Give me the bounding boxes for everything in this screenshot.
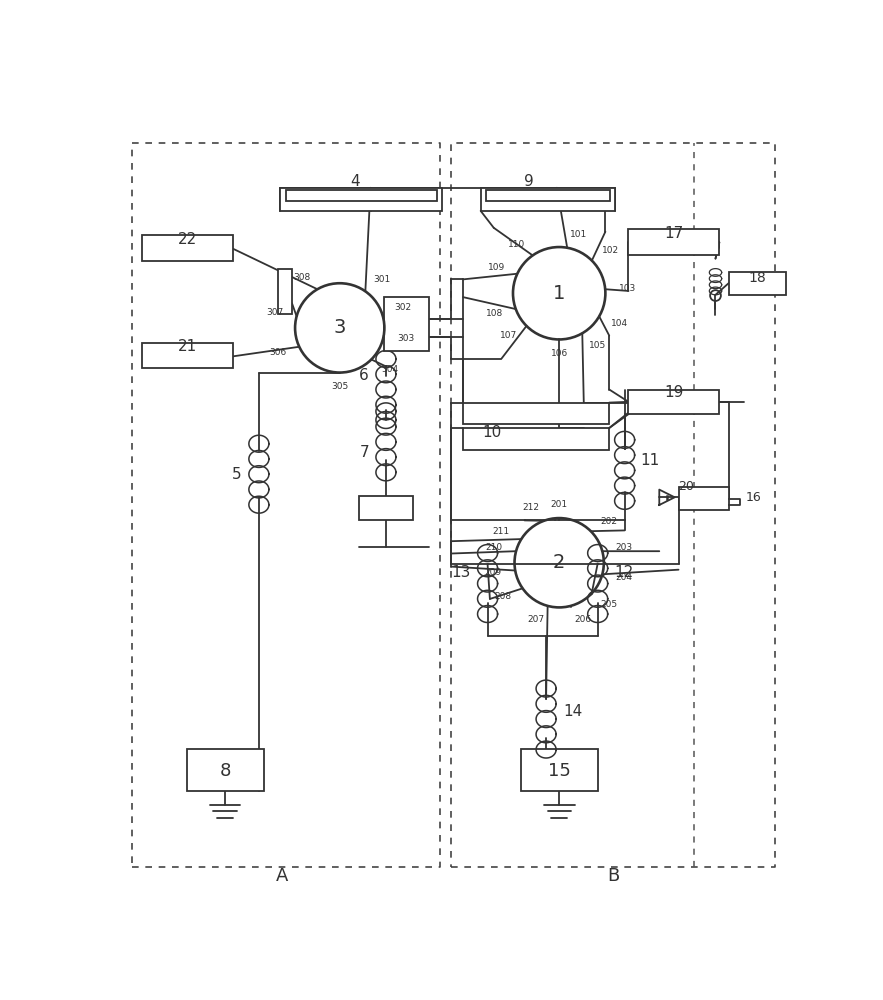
- Text: 205: 205: [600, 600, 618, 609]
- Text: 102: 102: [601, 246, 619, 255]
- Text: 304: 304: [381, 365, 398, 374]
- Text: 302: 302: [395, 303, 411, 312]
- Bar: [486, 190, 610, 201]
- Text: 4: 4: [351, 174, 360, 189]
- Bar: [359, 496, 413, 520]
- Bar: [521, 749, 598, 791]
- Text: 103: 103: [619, 284, 637, 293]
- Bar: [480, 188, 615, 211]
- Text: 208: 208: [494, 592, 511, 601]
- Text: 8: 8: [219, 762, 230, 780]
- Text: 207: 207: [527, 615, 544, 624]
- Text: 101: 101: [570, 230, 587, 239]
- Text: 19: 19: [664, 385, 683, 400]
- Text: 303: 303: [397, 334, 415, 343]
- Bar: [142, 235, 233, 261]
- Text: 18: 18: [748, 271, 766, 285]
- Text: 20: 20: [678, 480, 694, 493]
- Text: B: B: [607, 867, 619, 885]
- Text: 108: 108: [486, 309, 502, 318]
- Text: 305: 305: [331, 382, 349, 391]
- Text: 17: 17: [664, 226, 683, 241]
- Text: 202: 202: [600, 517, 617, 526]
- Text: 5: 5: [232, 467, 242, 482]
- Text: 110: 110: [508, 240, 525, 249]
- Bar: [463, 428, 609, 450]
- Text: 15: 15: [547, 762, 570, 780]
- Text: 9: 9: [524, 174, 533, 189]
- Text: 6: 6: [359, 368, 369, 383]
- Text: 211: 211: [493, 527, 509, 536]
- Text: 306: 306: [269, 348, 287, 357]
- Bar: [278, 269, 292, 314]
- Text: 12: 12: [615, 565, 634, 580]
- Text: 16: 16: [745, 491, 761, 504]
- Text: 109: 109: [487, 263, 505, 272]
- Text: 212: 212: [522, 503, 540, 512]
- Text: 1: 1: [553, 284, 565, 303]
- Text: 107: 107: [500, 331, 517, 340]
- Text: 209: 209: [485, 568, 502, 577]
- Text: 11: 11: [641, 453, 660, 468]
- Text: 201: 201: [551, 500, 568, 509]
- Bar: [281, 188, 442, 211]
- Text: A: A: [275, 867, 288, 885]
- Bar: [728, 272, 787, 295]
- Bar: [629, 229, 720, 255]
- Text: 308: 308: [293, 273, 311, 282]
- Text: 13: 13: [451, 565, 471, 580]
- Text: 7: 7: [359, 445, 369, 460]
- Text: 104: 104: [611, 319, 629, 328]
- Text: 21: 21: [177, 339, 197, 354]
- Bar: [186, 749, 263, 791]
- Text: 206: 206: [574, 615, 592, 624]
- Text: 14: 14: [563, 704, 582, 719]
- Bar: [384, 297, 429, 351]
- Bar: [142, 343, 233, 368]
- Text: 10: 10: [482, 425, 502, 440]
- Text: 307: 307: [266, 308, 283, 317]
- Text: 22: 22: [177, 232, 197, 247]
- Bar: [463, 403, 609, 424]
- Text: 106: 106: [551, 349, 568, 358]
- Bar: [678, 487, 728, 510]
- Bar: [629, 389, 720, 414]
- Text: 105: 105: [589, 341, 607, 350]
- Text: 210: 210: [486, 543, 502, 552]
- Text: 3: 3: [334, 318, 346, 337]
- Text: 203: 203: [615, 543, 633, 552]
- Bar: [286, 190, 437, 201]
- Text: 204: 204: [615, 573, 633, 582]
- Text: 301: 301: [374, 275, 390, 284]
- Text: 2: 2: [553, 553, 565, 572]
